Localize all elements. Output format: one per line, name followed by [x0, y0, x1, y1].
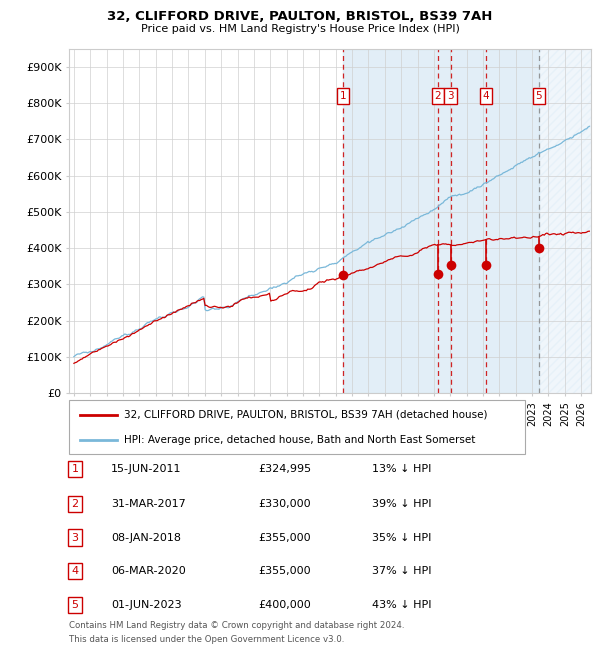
Text: 2: 2: [71, 499, 79, 509]
Text: 5: 5: [71, 600, 79, 610]
Text: 06-MAR-2020: 06-MAR-2020: [111, 566, 186, 577]
Text: 3: 3: [71, 532, 79, 543]
Text: 37% ↓ HPI: 37% ↓ HPI: [372, 566, 431, 577]
Text: £355,000: £355,000: [258, 532, 311, 543]
Text: 13% ↓ HPI: 13% ↓ HPI: [372, 464, 431, 474]
FancyBboxPatch shape: [69, 400, 525, 454]
Text: £330,000: £330,000: [258, 499, 311, 509]
Text: This data is licensed under the Open Government Licence v3.0.: This data is licensed under the Open Gov…: [69, 634, 344, 644]
Text: Price paid vs. HM Land Registry's House Price Index (HPI): Price paid vs. HM Land Registry's House …: [140, 24, 460, 34]
Text: 4: 4: [482, 91, 489, 101]
Text: £400,000: £400,000: [258, 600, 311, 610]
Text: 3: 3: [447, 91, 454, 101]
Text: 39% ↓ HPI: 39% ↓ HPI: [372, 499, 431, 509]
Text: 08-JAN-2018: 08-JAN-2018: [111, 532, 181, 543]
Text: 5: 5: [535, 91, 542, 101]
Bar: [539, 49, 594, 393]
Text: 43% ↓ HPI: 43% ↓ HPI: [372, 600, 431, 610]
Text: 31-MAR-2017: 31-MAR-2017: [111, 499, 186, 509]
Text: £355,000: £355,000: [258, 566, 311, 577]
Bar: [343, 49, 539, 393]
Text: 32, CLIFFORD DRIVE, PAULTON, BRISTOL, BS39 7AH: 32, CLIFFORD DRIVE, PAULTON, BRISTOL, BS…: [107, 10, 493, 23]
Text: 1: 1: [71, 464, 79, 474]
Text: 15-JUN-2011: 15-JUN-2011: [111, 464, 182, 474]
Text: 2: 2: [434, 91, 442, 101]
Text: Contains HM Land Registry data © Crown copyright and database right 2024.: Contains HM Land Registry data © Crown c…: [69, 621, 404, 630]
Text: £324,995: £324,995: [258, 464, 311, 474]
Text: 4: 4: [71, 566, 79, 577]
Text: 01-JUN-2023: 01-JUN-2023: [111, 600, 182, 610]
Text: 35% ↓ HPI: 35% ↓ HPI: [372, 532, 431, 543]
Text: HPI: Average price, detached house, Bath and North East Somerset: HPI: Average price, detached house, Bath…: [124, 436, 475, 445]
Text: 32, CLIFFORD DRIVE, PAULTON, BRISTOL, BS39 7AH (detached house): 32, CLIFFORD DRIVE, PAULTON, BRISTOL, BS…: [124, 410, 487, 420]
Text: 1: 1: [340, 91, 347, 101]
